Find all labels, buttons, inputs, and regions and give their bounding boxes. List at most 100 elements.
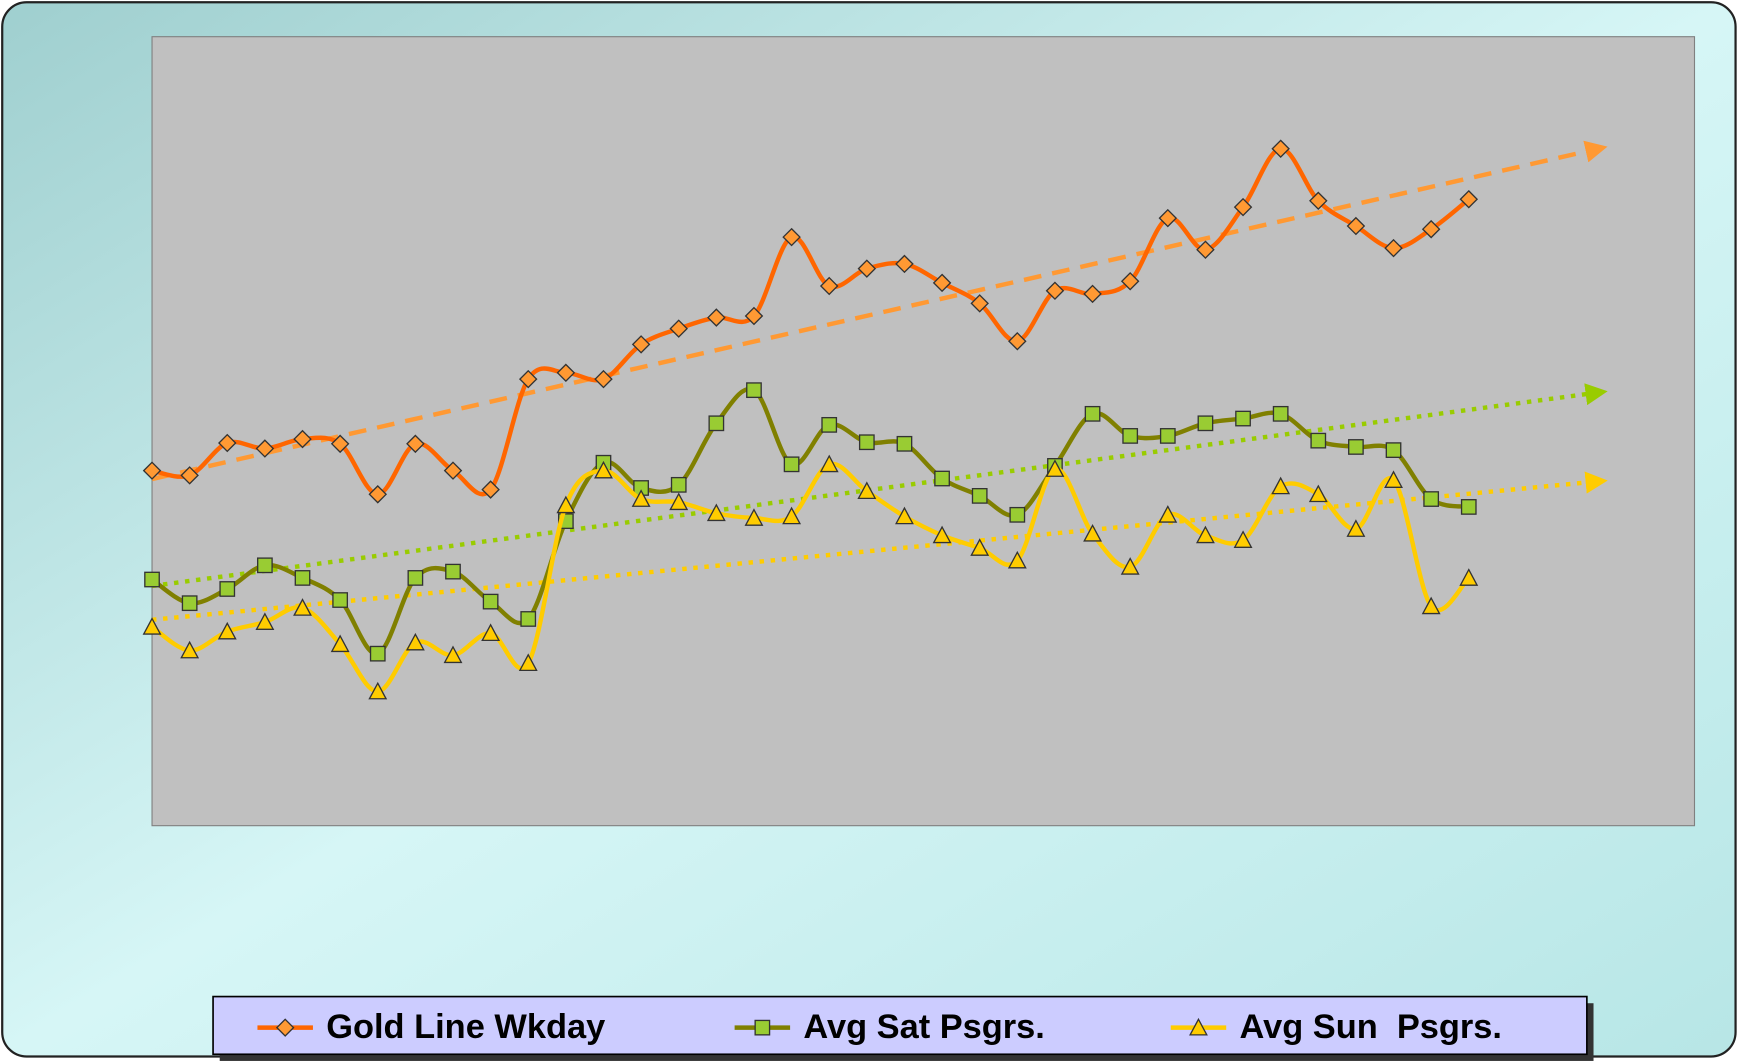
legend [212, 995, 1588, 1056]
marker [1309, 191, 1328, 211]
marker [1159, 428, 1176, 444]
marker [443, 645, 463, 664]
legend-marker [275, 1018, 295, 1037]
marker [217, 621, 237, 640]
marker [1083, 284, 1102, 304]
marker [1233, 530, 1253, 548]
marker [896, 435, 913, 452]
marker [443, 461, 463, 480]
series [144, 382, 1477, 662]
marker [895, 254, 914, 274]
marker [332, 592, 349, 608]
marker [445, 563, 461, 580]
marker [518, 369, 538, 389]
marker [1308, 484, 1328, 503]
marker [405, 632, 425, 651]
marker [857, 259, 877, 278]
marker [255, 439, 275, 458]
marker [744, 306, 764, 326]
marker [180, 466, 199, 485]
marker [594, 369, 613, 389]
marker [1008, 331, 1027, 351]
marker [1122, 428, 1139, 444]
marker [1346, 519, 1366, 537]
marker [181, 595, 198, 612]
marker [970, 294, 989, 313]
marker [293, 429, 312, 449]
marker [144, 571, 160, 588]
marker [482, 593, 499, 610]
marker [1346, 216, 1366, 236]
plot-area [151, 36, 1696, 827]
marker [1120, 557, 1140, 575]
marker [707, 308, 726, 327]
marker [407, 570, 424, 586]
marker [1423, 491, 1440, 507]
marker [257, 557, 273, 574]
trendline [151, 140, 1608, 482]
marker [1271, 139, 1290, 158]
marker [142, 461, 162, 480]
marker [821, 416, 838, 433]
marker [1384, 238, 1403, 258]
marker [706, 503, 726, 522]
marker [218, 433, 237, 453]
marker [368, 681, 388, 700]
legend-label: Avg Sun Psgrs. [1240, 1008, 1502, 1046]
marker [1083, 524, 1102, 542]
marker [744, 508, 764, 526]
marker [858, 434, 875, 451]
marker [219, 581, 236, 597]
marker [631, 335, 651, 354]
marker [1421, 219, 1441, 239]
marker [819, 276, 839, 296]
marker [1384, 470, 1403, 488]
marker [556, 363, 576, 383]
series [142, 139, 1479, 504]
marker [1235, 410, 1251, 427]
marker [1310, 432, 1327, 449]
marker [857, 481, 877, 500]
marker [708, 415, 725, 432]
marker [631, 489, 651, 507]
marker [255, 612, 275, 630]
marker [481, 480, 500, 499]
marker [932, 273, 952, 293]
marker [819, 454, 839, 473]
marker [1421, 596, 1441, 615]
marker [1120, 272, 1140, 291]
marker [1460, 499, 1477, 515]
marker [1007, 550, 1027, 569]
marker [520, 611, 537, 627]
marker [1009, 506, 1026, 523]
marker [1195, 525, 1215, 544]
marker [669, 319, 688, 338]
marker [746, 382, 762, 399]
marker [1197, 415, 1214, 432]
marker [294, 570, 311, 586]
marker [368, 485, 388, 504]
marker [971, 488, 988, 504]
marker [1045, 459, 1065, 477]
marker [142, 617, 162, 635]
marker [330, 434, 350, 454]
marker [556, 495, 576, 514]
marker [1045, 281, 1065, 301]
marker [932, 525, 952, 544]
legend-marker [754, 1019, 771, 1036]
series [142, 454, 1479, 700]
marker [1385, 442, 1402, 458]
marker [1271, 476, 1291, 495]
marker [783, 456, 800, 473]
marker [1459, 189, 1479, 209]
marker [670, 476, 687, 493]
marker [1233, 197, 1253, 217]
marker [180, 640, 200, 659]
marker [293, 598, 312, 616]
legend-label: Avg Sat Psgrs. [803, 1008, 1044, 1046]
marker [1158, 208, 1178, 228]
legend-label: Gold Line Wkday [326, 1008, 605, 1046]
marker [1459, 568, 1479, 586]
marker [1348, 439, 1364, 455]
marker [330, 634, 350, 653]
